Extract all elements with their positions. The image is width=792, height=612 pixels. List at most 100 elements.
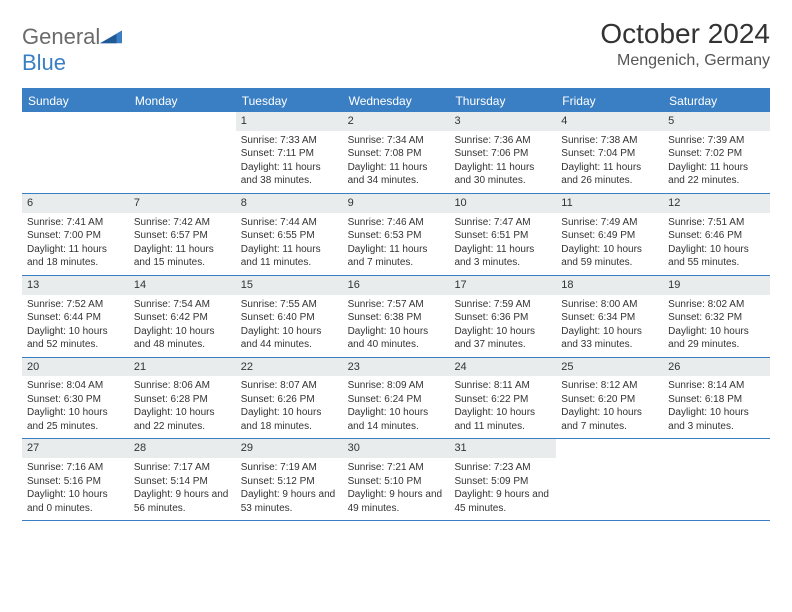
sunrise-text: Sunrise: 7:55 AM <box>241 298 338 312</box>
daylight-text: Daylight: 10 hours and 0 minutes. <box>27 488 124 515</box>
sunrise-text: Sunrise: 8:14 AM <box>668 379 765 393</box>
day-content: Sunrise: 7:52 AMSunset: 6:44 PMDaylight:… <box>22 295 129 357</box>
day-content: Sunrise: 7:59 AMSunset: 6:36 PMDaylight:… <box>449 295 556 357</box>
logo-icon <box>100 24 122 49</box>
daylight-text: Daylight: 10 hours and 14 minutes. <box>348 406 445 433</box>
day-number: 1 <box>236 112 343 131</box>
daylight-text: Daylight: 11 hours and 30 minutes. <box>454 161 551 188</box>
day-content: Sunrise: 7:34 AMSunset: 7:08 PMDaylight:… <box>343 131 450 193</box>
day-number: 24 <box>449 358 556 377</box>
day-cell: 29 Sunrise: 7:19 AMSunset: 5:12 PMDayligh… <box>236 439 343 520</box>
day-number: 28 <box>129 439 236 458</box>
day-cell: 23Sunrise: 8:09 AMSunset: 6:24 PMDayligh… <box>343 358 450 439</box>
sunset-text: Sunset: 6:22 PM <box>454 393 551 407</box>
day-number: 21 <box>129 358 236 377</box>
sunrise-text: Sunrise: 8:06 AM <box>134 379 231 393</box>
daylight-text: Daylight: 9 hours and 56 minutes. <box>134 488 231 515</box>
sunrise-text: Sunrise: 8:04 AM <box>27 379 124 393</box>
sunset-text: Sunset: 5:12 PM <box>241 475 338 489</box>
day-number: 26 <box>663 358 770 377</box>
day-content: Sunrise: 7:42 AMSunset: 6:57 PMDaylight:… <box>129 213 236 275</box>
sunrise-text: Sunrise: 7:57 AM <box>348 298 445 312</box>
day-cell: 20Sunrise: 8:04 AMSunset: 6:30 PMDayligh… <box>22 358 129 439</box>
day-number: 9 <box>343 194 450 213</box>
day-content: Sunrise: 8:11 AMSunset: 6:22 PMDaylight:… <box>449 376 556 438</box>
day-number: 14 <box>129 276 236 295</box>
daylight-text: Daylight: 10 hours and 33 minutes. <box>561 325 658 352</box>
daylight-text: Daylight: 11 hours and 38 minutes. <box>241 161 338 188</box>
sunrise-text: Sunrise: 7:34 AM <box>348 134 445 148</box>
day-cell: 14Sunrise: 7:54 AMSunset: 6:42 PMDayligh… <box>129 276 236 357</box>
daylight-text: Daylight: 11 hours and 15 minutes. <box>134 243 231 270</box>
daylight-text: Daylight: 10 hours and 37 minutes. <box>454 325 551 352</box>
daylight-text: Daylight: 10 hours and 59 minutes. <box>561 243 658 270</box>
day-content: Sunrise: 7:51 AMSunset: 6:46 PMDaylight:… <box>663 213 770 275</box>
sunset-text: Sunset: 6:24 PM <box>348 393 445 407</box>
day-header: Wednesday <box>343 90 450 112</box>
day-cell: 2Sunrise: 7:34 AMSunset: 7:08 PMDaylight… <box>343 112 450 193</box>
week-row: 27Sunrise: 7:16 AMSunset: 5:16 PMDayligh… <box>22 439 770 521</box>
day-number: 3 <box>449 112 556 131</box>
day-cell: 31Sunrise: 7:23 AMSunset: 5:09 PMDayligh… <box>449 439 556 520</box>
sunset-text: Sunset: 6:57 PM <box>134 229 231 243</box>
sunrise-text: Sunrise: 7:59 AM <box>454 298 551 312</box>
day-cell: 1Sunrise: 7:33 AMSunset: 7:11 PMDaylight… <box>236 112 343 193</box>
sunset-text: Sunset: 6:51 PM <box>454 229 551 243</box>
daylight-text: Daylight: 10 hours and 22 minutes. <box>134 406 231 433</box>
day-cell: 8Sunrise: 7:44 AMSunset: 6:55 PMDaylight… <box>236 194 343 275</box>
sunrise-text: Sunrise: 7:42 AM <box>134 216 231 230</box>
day-number: 29 <box>236 439 343 458</box>
sunset-text: Sunset: 6:30 PM <box>27 393 124 407</box>
sunset-text: Sunset: 7:02 PM <box>668 147 765 161</box>
sunset-text: Sunset: 6:55 PM <box>241 229 338 243</box>
sunset-text: Sunset: 6:44 PM <box>27 311 124 325</box>
weeks-container: ..1Sunrise: 7:33 AMSunset: 7:11 PMDaylig… <box>22 112 770 521</box>
day-cell: 15Sunrise: 7:55 AMSunset: 6:40 PMDayligh… <box>236 276 343 357</box>
week-row: 13Sunrise: 7:52 AMSunset: 6:44 PMDayligh… <box>22 276 770 358</box>
day-number: 15 <box>236 276 343 295</box>
sunrise-text: Sunrise: 7:44 AM <box>241 216 338 230</box>
day-cell: 24Sunrise: 8:11 AMSunset: 6:22 PMDayligh… <box>449 358 556 439</box>
day-content: Sunrise: 7:33 AMSunset: 7:11 PMDaylight:… <box>236 131 343 193</box>
daylight-text: Daylight: 9 hours and 53 minutes. <box>241 488 338 515</box>
day-content: Sunrise: 7:44 AMSunset: 6:55 PMDaylight:… <box>236 213 343 275</box>
day-number: 31 <box>449 439 556 458</box>
day-cell: 6Sunrise: 7:41 AMSunset: 7:00 PMDaylight… <box>22 194 129 275</box>
logo-text: General Blue <box>22 24 122 76</box>
day-number: 23 <box>343 358 450 377</box>
daylight-text: Daylight: 10 hours and 7 minutes. <box>561 406 658 433</box>
day-cell: 27Sunrise: 7:16 AMSunset: 5:16 PMDayligh… <box>22 439 129 520</box>
day-header: Sunday <box>22 90 129 112</box>
sunrise-text: Sunrise: 7:36 AM <box>454 134 551 148</box>
day-number: 20 <box>22 358 129 377</box>
day-cell: 12Sunrise: 7:51 AMSunset: 6:46 PMDayligh… <box>663 194 770 275</box>
sunset-text: Sunset: 6:49 PM <box>561 229 658 243</box>
day-number: 25 <box>556 358 663 377</box>
sunrise-text: Sunrise: 7:33 AM <box>241 134 338 148</box>
day-cell: 21Sunrise: 8:06 AMSunset: 6:28 PMDayligh… <box>129 358 236 439</box>
day-content: Sunrise: 7:36 AMSunset: 7:06 PMDaylight:… <box>449 131 556 193</box>
day-cell: . <box>556 439 663 520</box>
day-number: 6 <box>22 194 129 213</box>
daylight-text: Daylight: 9 hours and 45 minutes. <box>454 488 551 515</box>
daylight-text: Daylight: 11 hours and 18 minutes. <box>27 243 124 270</box>
day-content: Sunrise: 8:00 AMSunset: 6:34 PMDaylight:… <box>556 295 663 357</box>
daylight-text: Daylight: 10 hours and 40 minutes. <box>348 325 445 352</box>
day-header: Saturday <box>663 90 770 112</box>
sunset-text: Sunset: 6:26 PM <box>241 393 338 407</box>
week-row: ..1Sunrise: 7:33 AMSunset: 7:11 PMDaylig… <box>22 112 770 194</box>
daylight-text: Daylight: 10 hours and 55 minutes. <box>668 243 765 270</box>
day-content: Sunrise: 8:07 AMSunset: 6:26 PMDaylight:… <box>236 376 343 438</box>
sunset-text: Sunset: 6:20 PM <box>561 393 658 407</box>
week-row: 6Sunrise: 7:41 AMSunset: 7:00 PMDaylight… <box>22 194 770 276</box>
day-content: Sunrise: 8:09 AMSunset: 6:24 PMDaylight:… <box>343 376 450 438</box>
week-row: 20 Sunrise: 8:04 AMSunset: 6:30 PM Dayligh… <box>22 358 770 440</box>
sunrise-text: Sunrise: 7:19 AM <box>241 461 338 475</box>
day-cell: 17Sunrise: 7:59 AMSunset: 6:36 PMDayligh… <box>449 276 556 357</box>
title-block: October 2024 Mengenich, Germany <box>600 18 770 70</box>
sunrise-text: Sunrise: 7:16 AM <box>27 461 124 475</box>
day-cell: 7Sunrise: 7:42 AMSunset: 6:57 PMDaylight… <box>129 194 236 275</box>
sunset-text: Sunset: 5:14 PM <box>134 475 231 489</box>
sunrise-text: Sunrise: 8:12 AM <box>561 379 658 393</box>
day-content: Sunrise: 7:46 AMSunset: 6:53 PMDaylight:… <box>343 213 450 275</box>
